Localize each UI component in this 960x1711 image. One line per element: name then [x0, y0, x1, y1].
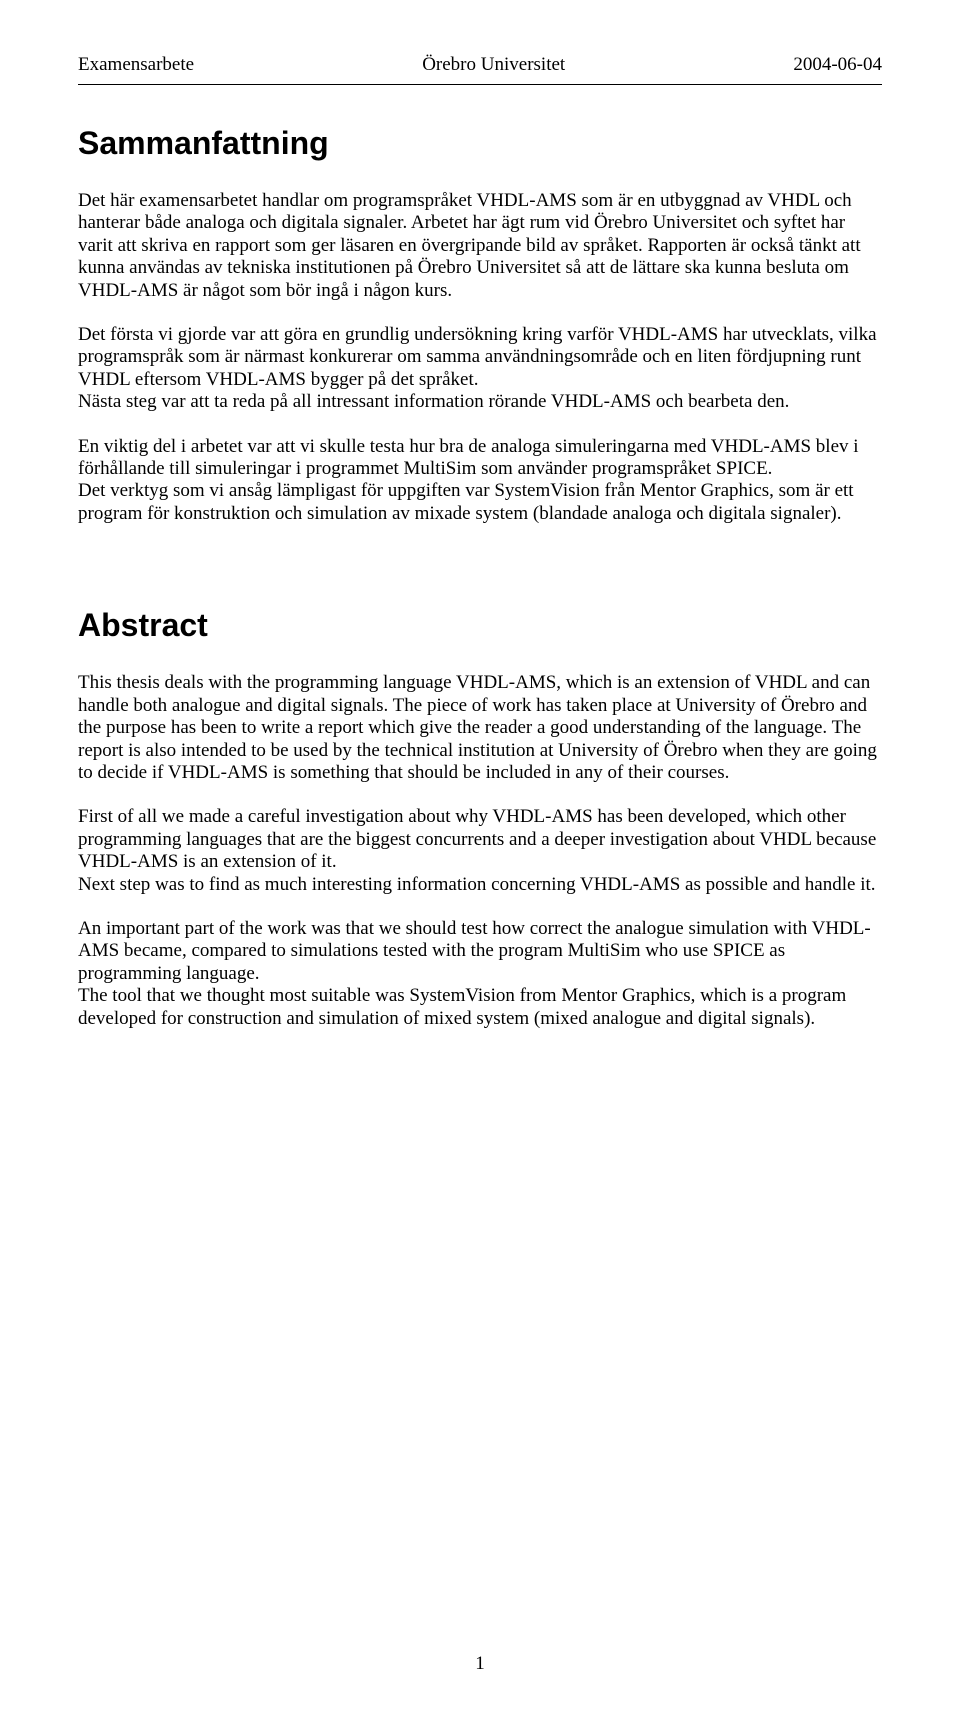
section-spacer — [78, 547, 882, 573]
page-header: Examensarbete Örebro Universitet 2004-06… — [78, 54, 882, 76]
header-left: Examensarbete — [78, 54, 194, 76]
abstract-paragraph-3: An important part of the work was that w… — [78, 918, 882, 1030]
section-title-abstract: Abstract — [78, 607, 882, 644]
page-number: 1 — [0, 1653, 960, 1675]
header-center: Örebro Universitet — [422, 54, 565, 76]
sammanfattning-paragraph-1: Det här examensarbetet handlar om progra… — [78, 190, 882, 302]
abstract-paragraph-2: First of all we made a careful investiga… — [78, 806, 882, 896]
abstract-paragraph-1: This thesis deals with the programming l… — [78, 672, 882, 784]
sammanfattning-paragraph-3: En viktig del i arbetet var att vi skull… — [78, 436, 882, 526]
document-page: Examensarbete Örebro Universitet 2004-06… — [0, 0, 960, 1711]
header-rule — [78, 84, 882, 85]
section-title-sammanfattning: Sammanfattning — [78, 125, 882, 162]
sammanfattning-paragraph-2: Det första vi gjorde var att göra en gru… — [78, 324, 882, 414]
header-right: 2004-06-04 — [793, 54, 882, 76]
